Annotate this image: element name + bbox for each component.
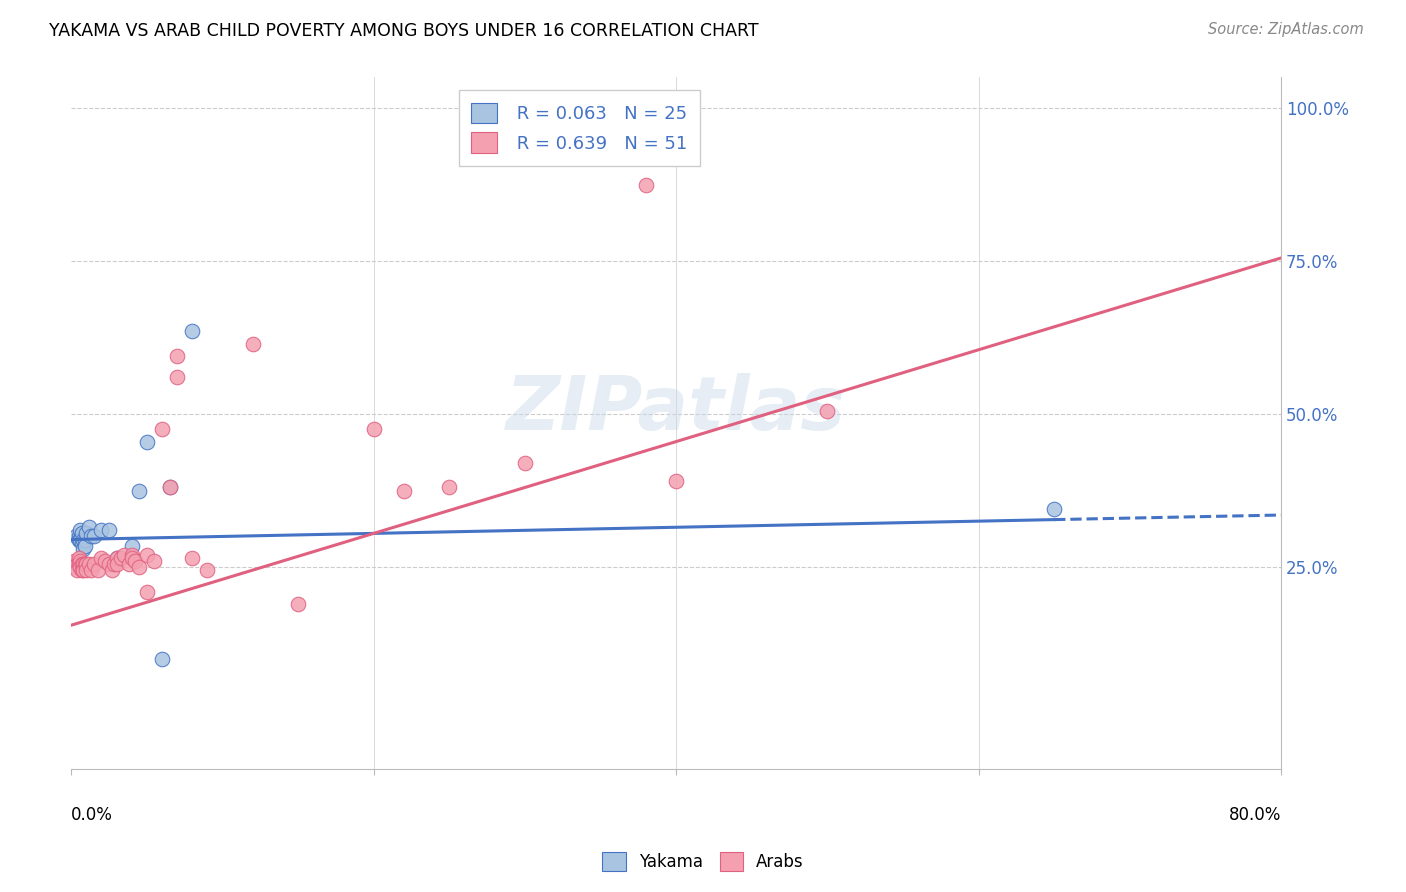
Point [73,557,96,571]
Point [72,541,94,556]
Point [513,456,536,470]
Point [69,524,91,538]
Point [195,563,218,577]
Point [73,533,96,547]
Point [70,563,93,577]
Point [69,533,91,547]
Point [98,557,121,571]
Point [124,554,146,568]
Point [66,557,89,571]
Point [159,481,181,495]
Point [87,563,110,577]
Point [392,483,415,498]
Point [67,529,90,543]
Point [75,563,97,577]
Point [287,597,309,611]
Point [634,178,657,192]
Point [105,550,128,565]
Point [90,524,112,538]
Point [83,529,105,543]
Point [150,652,173,666]
Point [67,550,90,565]
Text: ZIPatlas: ZIPatlas [506,373,846,446]
Point [128,483,150,498]
Text: 80.0%: 80.0% [1229,805,1281,823]
Point [665,475,688,489]
Point [112,548,135,562]
Text: Source: ZipAtlas.com: Source: ZipAtlas.com [1208,22,1364,37]
Point [79,520,101,534]
Point [80,529,103,543]
Point [128,560,150,574]
Point [72,563,94,577]
Point [159,481,181,495]
Point [98,524,121,538]
Point [242,336,264,351]
Point [69,560,91,574]
Point [105,557,128,571]
Point [72,533,94,547]
Point [75,557,97,571]
Point [1043,502,1066,516]
Point [121,548,143,562]
Point [439,481,461,495]
Point [83,557,105,571]
Point [70,557,93,571]
Point [72,557,94,571]
Point [66,563,89,577]
Legend: Yakama, Arabs: Yakama, Arabs [593,843,813,880]
Point [181,325,204,339]
Point [150,422,173,436]
Text: YAKAMA VS ARAB CHILD POVERTY AMONG BOYS UNDER 16 CORRELATION CHART: YAKAMA VS ARAB CHILD POVERTY AMONG BOYS … [49,22,759,40]
Point [65,529,87,543]
Point [63,554,86,568]
Point [815,404,838,418]
Point [121,539,143,553]
Point [70,526,93,541]
Point [135,584,157,599]
Point [73,539,96,553]
Point [93,554,115,568]
Point [118,557,141,571]
Point [121,550,143,565]
Point [143,554,166,568]
Point [75,526,97,541]
Point [101,563,124,577]
Text: 0.0%: 0.0% [72,805,112,823]
Point [69,554,91,568]
Point [181,550,204,565]
Point [67,533,90,547]
Point [90,550,112,565]
Point [105,550,128,565]
Point [79,557,101,571]
Point [166,349,188,363]
Point [67,557,90,571]
Point [65,560,87,574]
Legend:  R = 0.063   N = 25,  R = 0.639   N = 51: R = 0.063 N = 25, R = 0.639 N = 51 [458,90,700,166]
Point [363,422,385,436]
Point [135,434,157,449]
Point [110,550,132,565]
Point [103,557,125,571]
Point [135,548,157,562]
Point [70,535,93,549]
Point [80,563,103,577]
Point [166,370,188,384]
